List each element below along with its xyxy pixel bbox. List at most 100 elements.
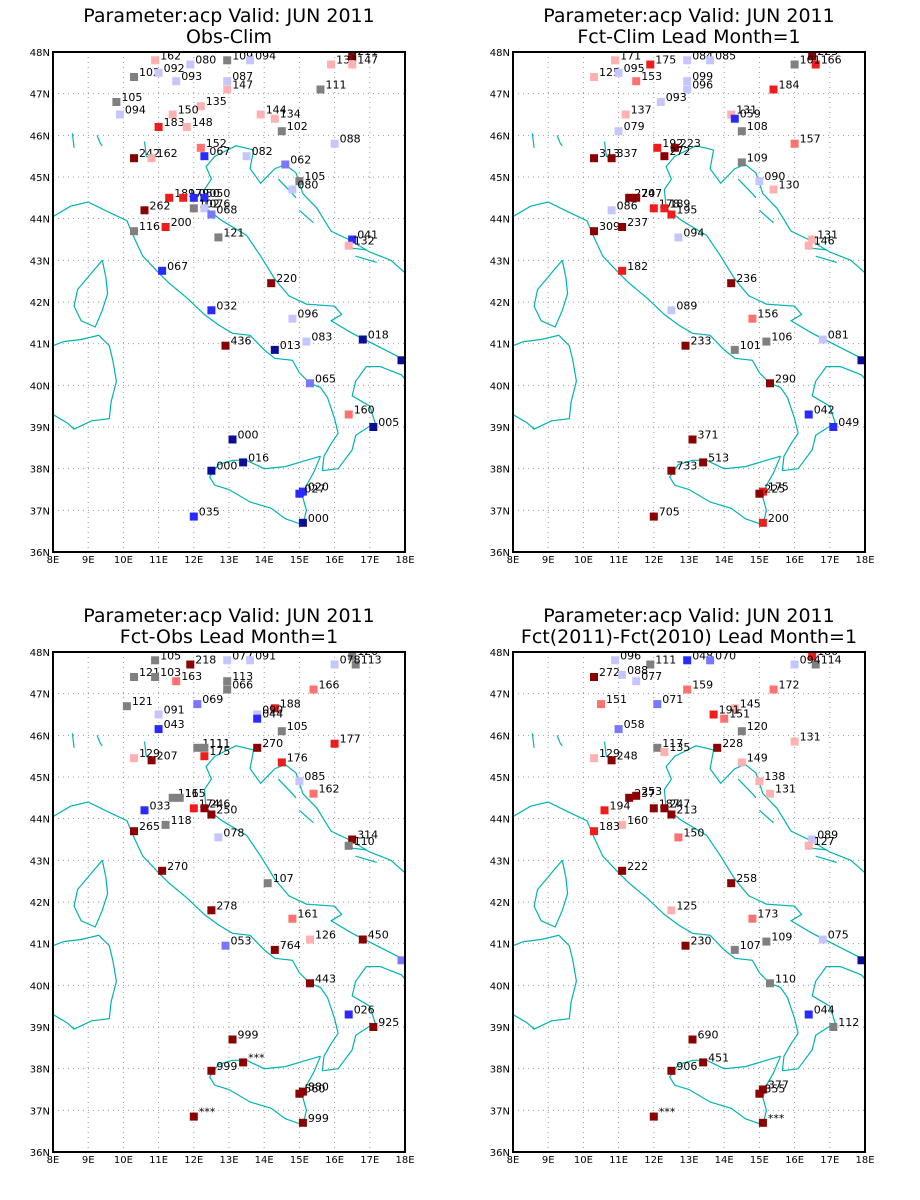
station-value: 377 [768,1079,789,1092]
station-marker [611,656,620,665]
station-value: 093 [666,91,687,104]
station-marker [228,1035,237,1044]
station-value: 146 [814,235,835,248]
station-marker [614,127,623,136]
station-value: 999 [216,1060,237,1073]
station-value: 105 [121,91,142,104]
station-marker [223,56,232,65]
station-marker [811,660,820,669]
station-marker [228,435,237,444]
station-value: 085 [715,49,736,62]
station-value: 159 [692,679,713,692]
station-marker [590,154,598,163]
station-marker [618,223,627,231]
lat-tick-label: 45N [490,173,510,184]
station-marker [140,206,149,215]
station-marker [649,804,658,813]
station-value: 278 [216,899,237,912]
station-marker [808,652,817,661]
station-marker [348,835,357,844]
station-value: 223 [680,137,701,150]
station-marker [755,1089,764,1098]
lat-tick-label: 43N [490,256,510,267]
station-value: 118 [171,814,192,827]
station-value: 018 [368,329,389,342]
station-marker [660,204,669,213]
station-value: 092 [164,62,185,75]
station-value: 026 [354,1004,375,1017]
station-marker [151,56,160,65]
lat-tick-label: 44N [30,215,50,226]
station-marker [727,879,736,888]
station-value: 451 [708,1051,729,1064]
station-value: 172 [779,679,800,692]
station-value: 078 [223,826,244,839]
station-value: 314 [357,829,378,842]
station-marker [611,56,620,65]
lon-tick-label: 8E [47,555,60,566]
station-value: 250 [216,804,237,817]
station-value: 115 [185,787,206,800]
lat-tick-label: 48N [30,648,50,659]
station-value: 182 [627,260,648,273]
station-value: 337 [617,147,638,160]
station-value: 089 [817,829,838,842]
station-marker [168,793,177,802]
station-value: 147 [357,54,378,67]
station-value: 270 [167,860,188,873]
station-value: 068 [216,204,237,217]
station-marker [200,752,209,761]
station-value: 114 [821,654,842,667]
station-marker [154,725,163,734]
panel-title: Parameter:acp Valid: JUN 2011 [543,5,834,27]
station-value: 195 [676,204,697,217]
lat-tick-label: 38N [30,1065,50,1076]
lon-tick-label: 17E [820,1155,839,1166]
station-marker [193,743,202,752]
station-value: 188 [280,697,301,710]
lon-tick-label: 16E [785,1155,804,1166]
station-marker [660,804,669,813]
station-value: 111 [326,79,347,92]
station-marker [857,356,865,365]
station-value: 733 [676,460,697,473]
station-value: 137 [631,104,652,117]
station-marker [270,945,279,954]
station-value: 138 [764,770,785,783]
lat-tick-label: 43N [30,256,50,267]
station-value: 166 [319,679,340,692]
station-value: 108 [747,120,768,133]
station-value: 173 [757,908,778,921]
station-value: 194 [610,799,631,812]
lat-tick-label: 43N [30,856,50,867]
station-marker [737,158,746,167]
station-value: 247 [641,187,662,200]
lon-tick-label: 17E [820,555,839,566]
station-value: 019 [867,949,888,962]
station-value: 999 [308,1112,329,1125]
station-marker [649,204,658,213]
station-value: 162 [160,49,181,62]
station-value: 248 [617,749,638,762]
station-marker [646,60,655,69]
station-value: 084 [692,49,713,62]
station-marker [221,341,230,350]
station-marker [270,704,279,713]
station-marker [112,98,121,106]
station-value: 160 [627,814,648,827]
station-value: 080 [297,179,318,192]
station-marker [168,110,177,119]
station-value: 127 [814,835,835,848]
station-marker [766,979,774,988]
lon-tick-label: 12E [644,1155,663,1166]
station-marker [306,379,314,388]
station-value: 247 [669,797,690,810]
station-value: 067 [209,145,230,158]
lat-tick-label: 43N [490,856,510,867]
station-marker [207,210,216,219]
station-marker [804,1010,813,1019]
station-marker [670,143,679,152]
lon-tick-label: 18E [395,1155,414,1166]
